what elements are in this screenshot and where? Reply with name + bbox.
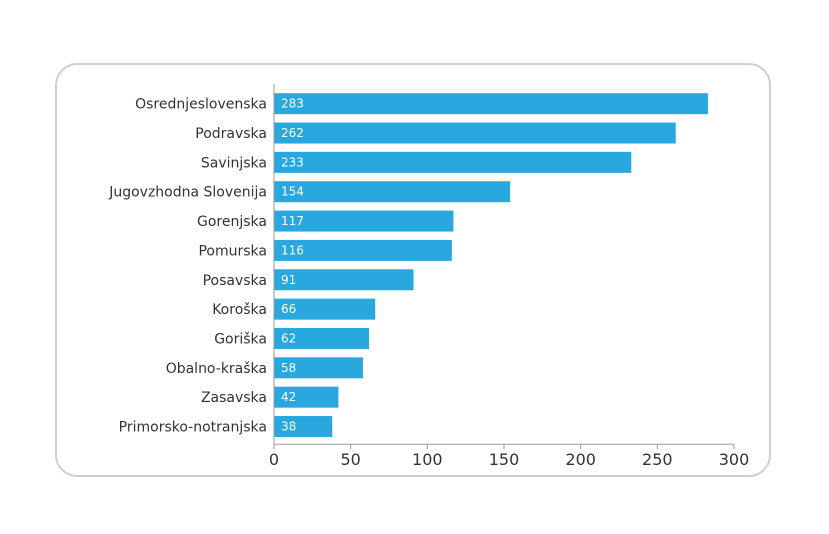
value-label: 154	[281, 185, 304, 199]
bar-1	[274, 122, 676, 144]
category-label: Podravska	[195, 126, 267, 142]
category-label: Koroška	[212, 302, 267, 318]
value-label: 91	[281, 273, 296, 287]
bars-group	[274, 93, 708, 438]
category-label: Gorenjska	[197, 214, 267, 230]
x-tick-label: 250	[642, 450, 673, 469]
bar-3	[274, 181, 511, 203]
value-label: 262	[281, 126, 304, 140]
x-tick-label: 0	[269, 450, 279, 469]
labels-group: Osrednjeslovenska 283 Podravska 262 Savinjsk…	[108, 97, 749, 470]
bar-2	[274, 151, 632, 173]
value-label: 283	[281, 97, 304, 111]
value-label: 66	[281, 302, 296, 316]
bar-8	[274, 327, 370, 349]
bar-10	[274, 386, 339, 408]
category-label: Goriška	[214, 331, 267, 347]
x-tick-label: 200	[565, 450, 596, 469]
category-label: Savinjska	[201, 155, 267, 171]
value-label: 38	[281, 420, 296, 434]
value-label: 62	[281, 331, 296, 345]
bar-4	[274, 210, 454, 232]
value-label: 58	[281, 361, 296, 375]
x-tick-label: 300	[719, 450, 750, 469]
value-label: 233	[281, 155, 304, 169]
bar-0	[274, 93, 708, 115]
category-label: Zasavska	[201, 390, 267, 406]
bar-7	[274, 298, 376, 320]
x-tick-label: 100	[412, 450, 443, 469]
bar-9	[274, 357, 363, 379]
bar-6	[274, 269, 414, 291]
category-label: Pomurska	[198, 243, 267, 259]
x-tick-label: 150	[489, 450, 520, 469]
category-label: Posavska	[203, 273, 267, 289]
category-label: Osrednjeslovenska	[135, 97, 267, 113]
axes-group	[273, 84, 735, 450]
value-label: 116	[281, 243, 304, 257]
bar-5	[274, 239, 452, 261]
category-label: Obalno-kraška	[166, 361, 267, 377]
value-label: 42	[281, 390, 296, 404]
x-tick-label: 50	[340, 450, 360, 469]
value-label: 117	[281, 214, 304, 228]
category-label: Primorsko-notranjska	[119, 420, 267, 436]
bar-11	[274, 416, 333, 438]
category-label: Jugovzhodna Slovenija	[108, 185, 267, 201]
